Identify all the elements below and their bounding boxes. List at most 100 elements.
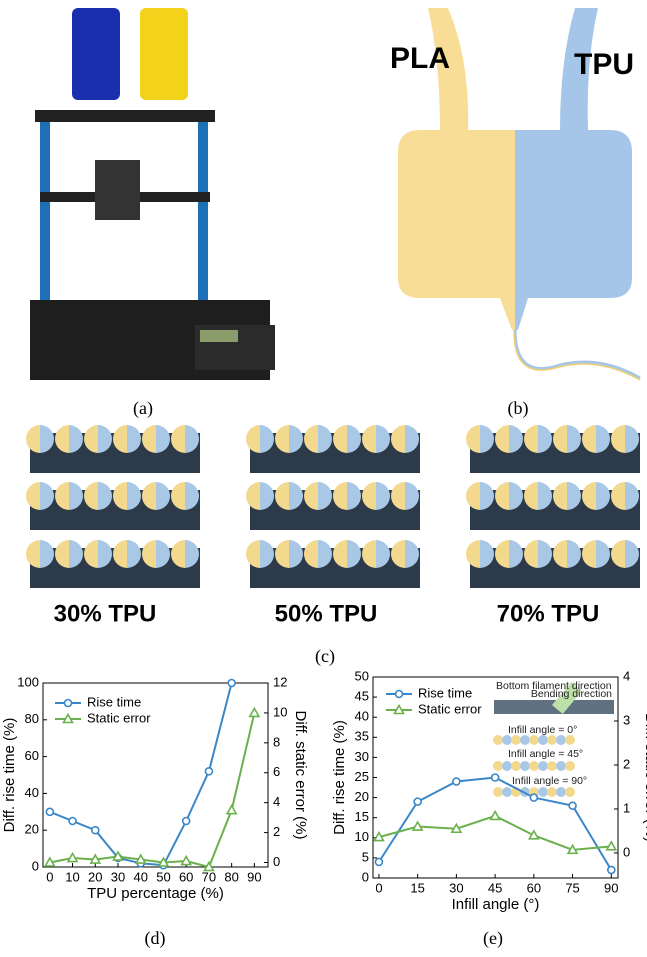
x-tick-label: 15 (410, 880, 424, 895)
inset-filament (511, 761, 521, 771)
inset-filament (538, 761, 548, 771)
material-label: PLA (390, 42, 450, 75)
x-tick-label: 40 (133, 869, 147, 884)
point-marker (250, 708, 259, 716)
y2-tick-label: 2 (273, 824, 280, 839)
y2-axis-label: Diff. static error (%) (642, 713, 647, 842)
point-marker (205, 768, 212, 775)
panel-label: (b) (508, 398, 529, 419)
inset-filament (565, 735, 575, 745)
point-marker (607, 842, 616, 850)
inset-annotation: Infill angle = 90° (512, 775, 587, 787)
inset-annotation: Bending direction (531, 688, 612, 700)
y-tick-label: 30 (355, 749, 369, 764)
point-marker (136, 855, 145, 863)
point-marker (227, 806, 236, 814)
x-tick-label: 80 (224, 869, 238, 884)
y-tick-label: 45 (355, 689, 369, 704)
y-tick-label: 60 (25, 748, 39, 763)
inset-filament (493, 735, 503, 745)
sample-label: 50% TPU (275, 600, 378, 627)
point-marker (608, 866, 615, 873)
filament-end (466, 540, 480, 568)
inset: Bottom filament directionBending directi… (493, 680, 614, 797)
inset-filament (565, 787, 575, 797)
x-tick-label: 30 (449, 880, 463, 895)
y2-tick-label: 8 (273, 734, 280, 749)
filament-end (246, 425, 260, 453)
inset-filament (547, 787, 557, 797)
point-marker (529, 831, 538, 839)
filament-end (26, 540, 40, 568)
plot-frame (43, 683, 268, 867)
point-marker (374, 833, 383, 841)
inset-filament (511, 735, 521, 745)
point-marker (492, 774, 499, 781)
point-marker (569, 802, 576, 809)
point-marker (91, 855, 100, 863)
y-tick-label: 5 (362, 849, 369, 864)
inset-plate (494, 700, 614, 714)
point-marker (182, 857, 191, 865)
y-tick-label: 0 (32, 858, 39, 873)
point-marker (228, 680, 235, 687)
sample-stacks (26, 425, 640, 588)
x-tick-label: 60 (179, 869, 193, 884)
inset-filament (538, 787, 548, 797)
filament-end (246, 482, 260, 510)
point-marker (45, 858, 54, 866)
y-tick-label: 80 (25, 711, 39, 726)
point-marker (530, 794, 537, 801)
x-tick-label: 20 (88, 869, 102, 884)
x-tick-label: 60 (527, 880, 541, 895)
panel-label: (a) (133, 398, 153, 419)
x-axis-label: TPU percentage (%) (87, 885, 224, 902)
y2-tick-label: 2 (623, 756, 630, 771)
inset-filament (556, 735, 566, 745)
inset-filament (502, 735, 512, 745)
legend-label: Static error (418, 701, 482, 716)
y2-tick-label: 10 (273, 704, 287, 719)
point-marker (568, 845, 577, 853)
filament-end (26, 482, 40, 510)
series-line (50, 713, 255, 867)
y-tick-label: 25 (355, 769, 369, 784)
x-tick-label: 90 (247, 869, 261, 884)
point-marker (453, 778, 460, 785)
y-tick-label: 15 (355, 809, 369, 824)
y-tick-label: 20 (25, 822, 39, 837)
y-tick-label: 35 (355, 729, 369, 744)
y2-tick-label: 4 (273, 794, 280, 809)
y2-tick-label: 3 (623, 712, 630, 727)
sample-label: 30% TPU (54, 600, 157, 627)
point-marker (396, 691, 403, 698)
filament-end (466, 482, 480, 510)
x-tick-label: 30 (111, 869, 125, 884)
panel-label: (e) (483, 928, 503, 949)
point-marker (204, 863, 213, 871)
point-marker (183, 818, 190, 825)
y2-tick-label: 0 (273, 854, 280, 869)
inset-filament (556, 787, 566, 797)
y-tick-label: 40 (355, 709, 369, 724)
y-tick-label: 10 (355, 829, 369, 844)
material-label: TPU (574, 48, 634, 81)
point-marker (414, 798, 421, 805)
x-tick-label: 0 (46, 869, 53, 884)
y2-tick-label: 12 (273, 674, 287, 689)
x-tick-label: 50 (156, 869, 170, 884)
y2-tick-label: 0 (623, 844, 630, 859)
inset-filament (529, 735, 539, 745)
inset-filament (547, 735, 557, 745)
y-axis-label: Diff. rise time (%) (1, 718, 18, 833)
point-marker (46, 808, 53, 815)
x-tick-label: 90 (604, 880, 618, 895)
inset-filament (520, 735, 530, 745)
y2-axis-label: Diff. static error (%) (292, 711, 309, 840)
point-marker (68, 854, 77, 862)
y-tick-label: 100 (17, 674, 39, 689)
legend-label: Static error (87, 710, 151, 725)
legend-label: Rise time (87, 694, 141, 709)
point-marker (375, 858, 382, 865)
panel-label: (d) (145, 928, 166, 949)
